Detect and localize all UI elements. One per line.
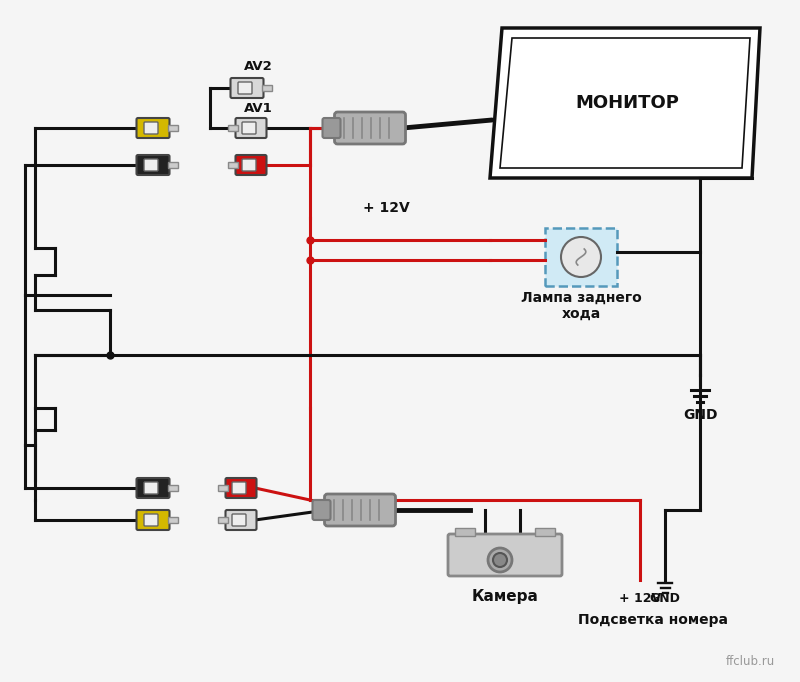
Text: МОНИТОР: МОНИТОР [575, 94, 679, 112]
FancyBboxPatch shape [144, 482, 158, 494]
Text: Подсветка номера: Подсветка номера [578, 613, 727, 627]
Bar [168, 125, 178, 131]
FancyBboxPatch shape [322, 118, 341, 138]
FancyBboxPatch shape [334, 112, 406, 144]
Text: GND: GND [650, 591, 681, 604]
FancyBboxPatch shape [137, 478, 170, 498]
Circle shape [493, 553, 507, 567]
FancyBboxPatch shape [144, 159, 158, 171]
Bar [535, 528, 555, 536]
Text: AV2: AV2 [244, 61, 272, 74]
Text: ffclub.ru: ffclub.ru [726, 655, 775, 668]
Circle shape [561, 237, 601, 277]
Bar [262, 85, 272, 91]
Text: AV1: AV1 [244, 102, 272, 115]
FancyBboxPatch shape [137, 118, 170, 138]
FancyBboxPatch shape [235, 155, 266, 175]
Circle shape [488, 548, 512, 572]
FancyBboxPatch shape [235, 118, 266, 138]
Text: Камера: Камера [471, 589, 538, 604]
FancyBboxPatch shape [242, 122, 256, 134]
FancyBboxPatch shape [144, 122, 158, 134]
Bar [455, 528, 475, 536]
FancyBboxPatch shape [137, 155, 170, 175]
Bar [168, 517, 178, 523]
FancyBboxPatch shape [242, 159, 256, 171]
FancyBboxPatch shape [325, 494, 395, 526]
FancyBboxPatch shape [232, 482, 246, 494]
Bar [218, 485, 228, 491]
Bar [168, 162, 178, 168]
Text: Лампа заднего
хода: Лампа заднего хода [521, 291, 642, 321]
FancyBboxPatch shape [232, 514, 246, 526]
Polygon shape [490, 28, 760, 178]
Text: GND: GND [682, 408, 718, 422]
FancyBboxPatch shape [230, 78, 263, 98]
Bar [218, 517, 228, 523]
Text: + 12V: + 12V [363, 201, 410, 215]
Bar [168, 485, 178, 491]
Bar [228, 125, 238, 131]
Bar [228, 162, 238, 168]
Text: + 12V: + 12V [619, 591, 661, 604]
FancyBboxPatch shape [313, 500, 330, 520]
FancyBboxPatch shape [137, 510, 170, 530]
FancyBboxPatch shape [448, 534, 562, 576]
Polygon shape [500, 38, 750, 168]
FancyBboxPatch shape [144, 514, 158, 526]
FancyBboxPatch shape [226, 510, 257, 530]
FancyBboxPatch shape [238, 82, 252, 94]
FancyBboxPatch shape [226, 478, 257, 498]
FancyBboxPatch shape [545, 228, 617, 286]
